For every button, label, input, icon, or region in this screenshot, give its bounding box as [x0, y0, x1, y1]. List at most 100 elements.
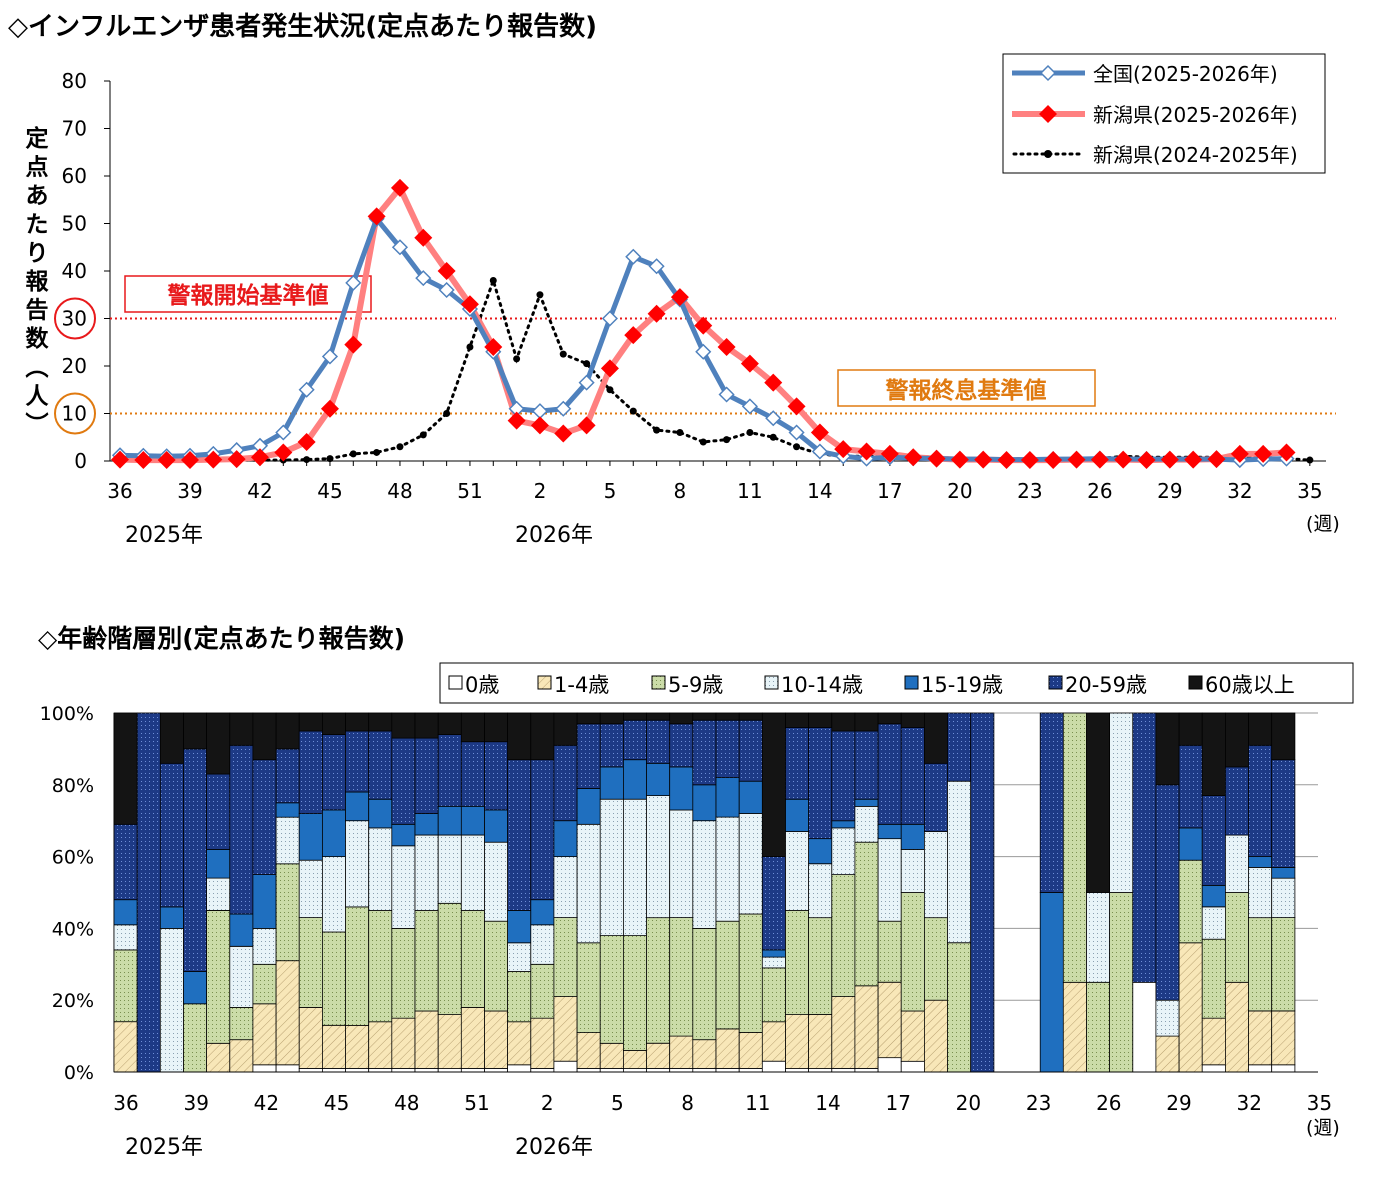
bar-x-tick-label: 35: [1307, 1091, 1332, 1115]
bar-segment-1-4歳: [576, 1032, 601, 1069]
point-niigata-2024: [769, 433, 777, 441]
bar-segment-0歳: [1132, 981, 1157, 1073]
bar-segment-5-9歳: [391, 928, 416, 1019]
x-tick-label: 39: [177, 479, 202, 503]
y-tick-label: 70: [62, 117, 87, 141]
alert-end-label: 警報終息基準値: [886, 377, 1047, 404]
point-niigata-2025: [997, 451, 1016, 470]
bar-segment-5-9歳: [530, 963, 555, 1019]
bar-segment-0歳: [599, 1068, 624, 1073]
bar-segment-15-19歳: [692, 784, 717, 822]
bar-segment-20-59歳: [437, 734, 462, 807]
bar-segment-15-19歳: [831, 820, 856, 829]
bar-segment-20-59歳: [183, 748, 208, 972]
bar-segment-60歳以上: [715, 712, 740, 721]
bar-segment-5-9歳: [1248, 917, 1273, 1012]
point-niigata-2025: [1090, 450, 1109, 469]
bar-segment-0歳: [391, 1068, 416, 1073]
bar-segment-10-14歳: [530, 924, 555, 965]
svg-text:あ: あ: [26, 183, 49, 209]
bar-segment-15-19歳: [599, 766, 624, 800]
point-national-2025: [345, 274, 362, 291]
bar-legend-label: 0歳: [465, 673, 499, 697]
point-niigata-2025: [134, 451, 153, 470]
x-tick-label: 42: [247, 479, 272, 503]
bar-segment-1-4歳: [1062, 981, 1087, 1073]
bar-segment-20-59歳: [692, 719, 717, 786]
bar-segment-10-14歳: [1271, 877, 1296, 918]
bar-segment-20-59歳: [1201, 795, 1226, 886]
bar-segment-15-19歳: [159, 906, 184, 929]
bar-segment-20-59歳: [854, 730, 879, 800]
bar-segment-0歳: [553, 1060, 578, 1073]
y-axis-label: 定点あたり報告数 ︵人︶: [26, 125, 50, 438]
bar-segment-1-4歳: [1155, 1035, 1180, 1073]
point-niigata-2025: [111, 450, 129, 469]
bar-segment-15-19歳: [623, 759, 648, 800]
bar-x-tick-label: 5: [611, 1091, 624, 1115]
bar-y-tick-label: 60%: [52, 847, 94, 869]
bar-y-tick-label: 80%: [52, 775, 94, 797]
bar-segment-0歳: [785, 1068, 810, 1073]
x-tick-label: 36: [107, 479, 132, 503]
bar-segment-15-19歳: [460, 805, 485, 836]
bar-segment-10-14歳: [159, 928, 184, 1073]
bar-week-unit: (週): [1306, 1117, 1340, 1139]
bar-segment-20-59歳: [252, 759, 277, 876]
year-label-2026: 2026年: [515, 523, 593, 548]
bar-segment-60歳以上: [1225, 712, 1250, 768]
bar-segment-20-59歳: [646, 719, 671, 764]
x-tick-label: 17: [877, 479, 902, 503]
bar-segment-20-59歳: [484, 741, 509, 811]
bar-x-tick-label: 17: [885, 1091, 910, 1115]
bottom-chart-title: ◇年齢階層別(定点あたり報告数): [38, 624, 406, 653]
bar-segment-20-59歳: [507, 759, 532, 911]
bar-segment-20-59歳: [576, 723, 601, 789]
bar-segment-10-14歳: [669, 809, 694, 919]
bar-segment-60歳以上: [229, 712, 254, 746]
bar-segment-1-4歳: [715, 1028, 740, 1069]
point-niigata-2024: [699, 438, 707, 446]
point-niigata-2024: [513, 355, 521, 363]
bar-segment-0歳: [692, 1068, 717, 1073]
bar-segment-1-4歳: [669, 1035, 694, 1069]
bar-segment-1-4歳: [484, 1010, 509, 1069]
point-niigata-2024: [559, 350, 567, 358]
bar-segment-10-14歳: [599, 798, 624, 937]
svg-text:点: 点: [26, 155, 49, 181]
bar-segment-0歳: [507, 1064, 532, 1073]
bar-segment-0歳: [576, 1068, 601, 1073]
point-niigata-2024: [653, 426, 661, 434]
bar-segment-20-59歳: [321, 734, 346, 811]
bar-segment-0歳: [484, 1068, 509, 1073]
bar-segment-15-19歳: [229, 913, 254, 947]
point-niigata-2025: [600, 359, 619, 378]
bar-segment-0歳: [275, 1064, 300, 1073]
line-legend: 全国(2025-2026年) 新潟県(2025-2026年) 新潟県(2024-20…: [1002, 53, 1326, 174]
bar-segment-5-9歳: [507, 971, 532, 1023]
point-niigata-2025: [1160, 450, 1179, 469]
bar-x-tick-label: 23: [1026, 1091, 1051, 1115]
bar-segment-0歳: [831, 1068, 856, 1073]
bar-segment-60歳以上: [507, 712, 532, 761]
bar-segment-5-9歳: [1086, 981, 1111, 1073]
bar-segment-20-59歳: [785, 727, 810, 800]
bar-y-tick-label: 100%: [40, 703, 94, 725]
bar-segment-1-4歳: [1225, 981, 1250, 1073]
bar-segment-15-19歳: [391, 823, 416, 847]
alert-end-circle: [54, 392, 96, 435]
bar-segment-20-59歳: [623, 719, 648, 761]
bar-segment-15-19歳: [1271, 867, 1296, 879]
bar-segment-1-4歳: [298, 1007, 323, 1069]
bar-segment-60歳以上: [159, 712, 184, 764]
bar-y-tick-label: 40%: [52, 918, 94, 940]
bar-segment-20-59歳: [924, 762, 949, 832]
bar-segment-15-19歳: [345, 791, 370, 822]
point-niigata-2025: [1184, 450, 1203, 469]
bar-segment-15-19歳: [484, 809, 509, 843]
bar-segment-15-19歳: [576, 788, 601, 825]
bar-segment-1-4歳: [507, 1021, 532, 1066]
bar-x-tick-label: 45: [324, 1091, 349, 1115]
bar-segment-60歳以上: [484, 712, 509, 743]
bar-segment-5-9歳: [947, 942, 972, 1073]
